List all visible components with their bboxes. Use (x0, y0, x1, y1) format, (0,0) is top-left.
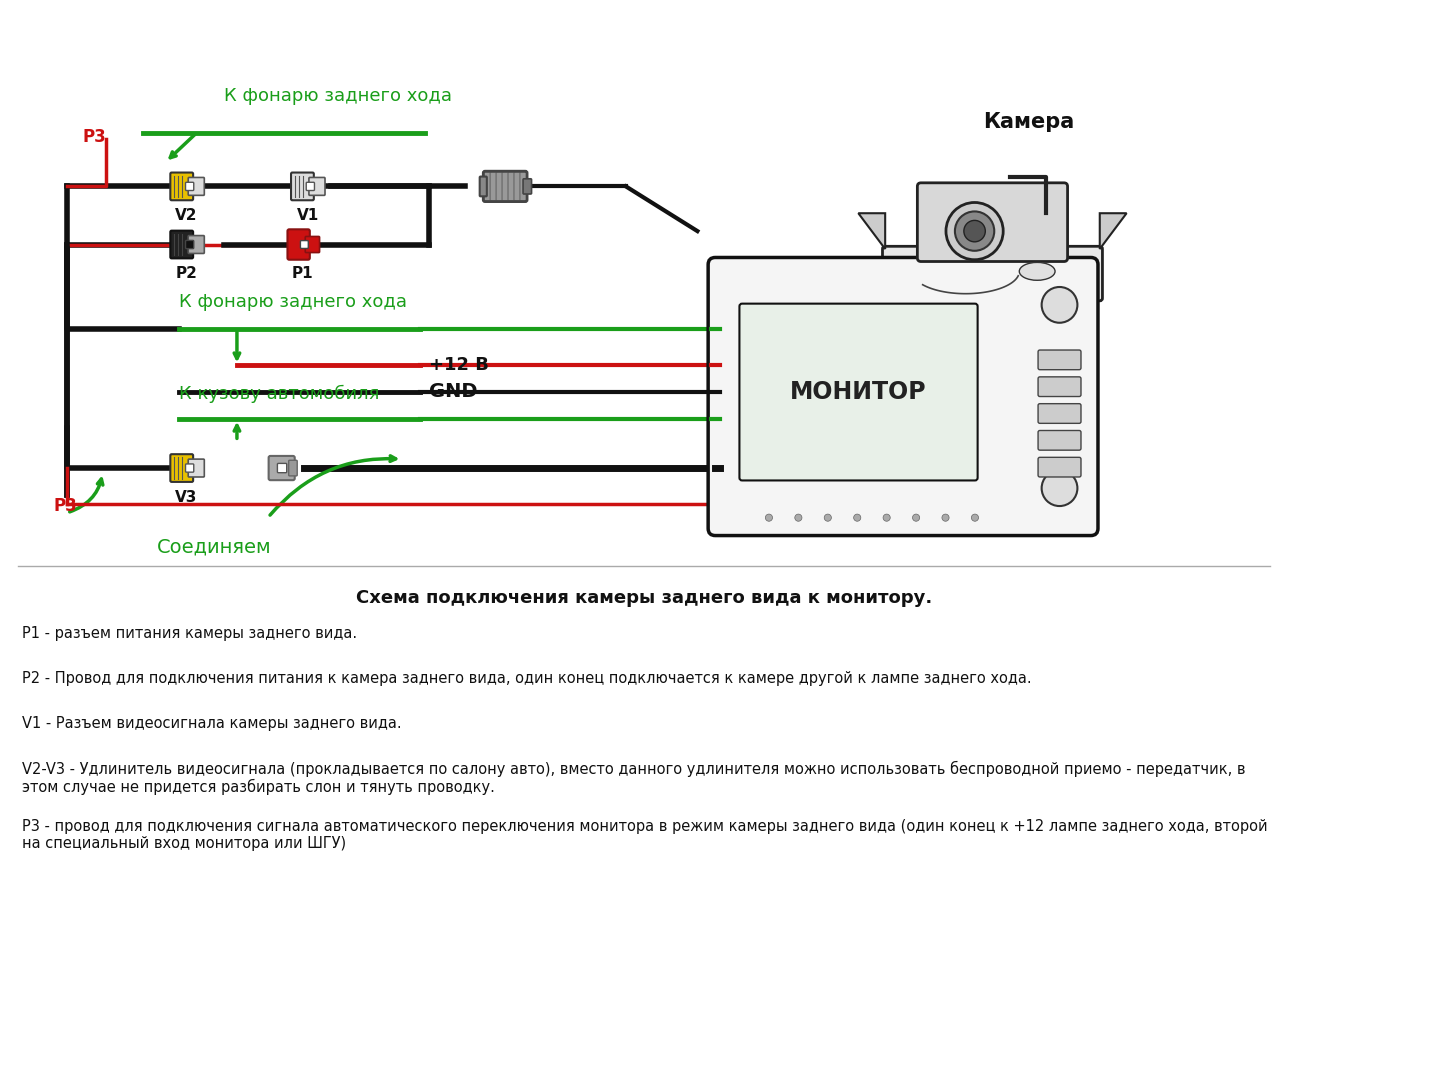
Circle shape (795, 515, 802, 521)
FancyBboxPatch shape (520, 173, 527, 200)
Text: Камера: Камера (984, 113, 1074, 132)
Text: V1: V1 (297, 208, 320, 223)
FancyBboxPatch shape (508, 173, 516, 200)
Text: V2: V2 (176, 208, 197, 223)
FancyBboxPatch shape (288, 460, 297, 476)
FancyBboxPatch shape (514, 173, 521, 200)
Polygon shape (1100, 213, 1126, 249)
FancyBboxPatch shape (186, 240, 194, 249)
Circle shape (946, 203, 1004, 259)
FancyBboxPatch shape (170, 455, 193, 482)
Text: Р3 - провод для подключения сигнала автоматического переключения монитора в режи: Р3 - провод для подключения сигнала авто… (23, 819, 1269, 851)
Text: V2-V3 - Удлинитель видеосигнала (прокладывается по салону авто), вместо данного : V2-V3 - Удлинитель видеосигнала (проклад… (23, 760, 1246, 795)
FancyBboxPatch shape (1038, 431, 1081, 450)
FancyBboxPatch shape (301, 240, 308, 249)
FancyBboxPatch shape (186, 182, 194, 191)
FancyBboxPatch shape (307, 182, 314, 191)
FancyBboxPatch shape (490, 173, 497, 200)
Text: +12 В: +12 В (429, 356, 490, 374)
FancyBboxPatch shape (278, 463, 287, 473)
FancyBboxPatch shape (269, 456, 295, 480)
Circle shape (1041, 471, 1077, 506)
FancyBboxPatch shape (305, 237, 320, 253)
FancyBboxPatch shape (480, 177, 487, 196)
Text: P3: P3 (53, 497, 78, 515)
Text: GND: GND (429, 382, 478, 401)
FancyBboxPatch shape (1038, 458, 1081, 477)
Circle shape (942, 515, 949, 521)
Polygon shape (858, 213, 886, 249)
FancyBboxPatch shape (288, 229, 310, 259)
FancyBboxPatch shape (883, 247, 1103, 301)
FancyBboxPatch shape (708, 257, 1097, 536)
Circle shape (955, 211, 994, 251)
Circle shape (963, 221, 985, 242)
FancyBboxPatch shape (189, 236, 204, 253)
Circle shape (1041, 287, 1077, 323)
Text: К фонарю заднего хода: К фонарю заднего хода (223, 88, 452, 105)
FancyBboxPatch shape (739, 303, 978, 480)
Text: P2 - Провод для подключения питания к камера заднего вида, один конец подключает: P2 - Провод для подключения питания к ка… (23, 671, 1032, 686)
FancyBboxPatch shape (917, 183, 1067, 262)
FancyBboxPatch shape (523, 179, 531, 194)
FancyBboxPatch shape (170, 173, 193, 200)
Text: P1: P1 (291, 267, 312, 282)
Circle shape (913, 515, 920, 521)
Text: P1 - разъем питания камеры заднего вида.: P1 - разъем питания камеры заднего вида. (23, 626, 357, 641)
FancyBboxPatch shape (484, 173, 491, 200)
Text: P3: P3 (82, 128, 107, 146)
Text: V1 - Разъем видеосигнала камеры заднего вида.: V1 - Разъем видеосигнала камеры заднего … (23, 716, 402, 731)
Circle shape (883, 515, 890, 521)
Text: К фонарю заднего хода: К фонарю заднего хода (179, 293, 408, 311)
Text: Соединяем: Соединяем (157, 538, 271, 557)
FancyBboxPatch shape (497, 173, 503, 200)
Circle shape (766, 515, 772, 521)
FancyBboxPatch shape (291, 173, 314, 200)
Text: Схема подключения камеры заднего вида к монитору.: Схема подключения камеры заднего вида к … (356, 589, 932, 607)
Circle shape (854, 515, 861, 521)
Circle shape (824, 515, 831, 521)
FancyBboxPatch shape (1038, 404, 1081, 423)
FancyBboxPatch shape (189, 178, 204, 195)
Text: МОНИТОР: МОНИТОР (791, 381, 927, 404)
FancyBboxPatch shape (310, 178, 325, 195)
FancyBboxPatch shape (503, 173, 510, 200)
FancyBboxPatch shape (1038, 377, 1081, 397)
Text: V3: V3 (176, 490, 197, 505)
FancyBboxPatch shape (189, 459, 204, 477)
Circle shape (972, 515, 979, 521)
FancyBboxPatch shape (186, 464, 194, 472)
Ellipse shape (1020, 263, 1056, 280)
FancyBboxPatch shape (1038, 351, 1081, 370)
Text: P2: P2 (176, 267, 197, 282)
FancyBboxPatch shape (170, 230, 193, 258)
Text: К кузову автомобиля: К кузову автомобиля (179, 385, 379, 403)
